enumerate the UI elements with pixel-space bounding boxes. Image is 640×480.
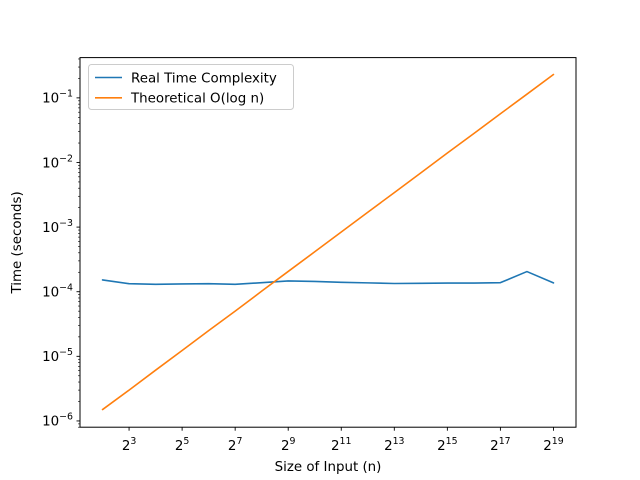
y-axis-major-ticks: 10−1 10−2 10−3 10−4 10−5 10−6 [42,89,80,430]
x-axis-major-ticks: 23 25 27 29 211 213 215 217 219 [122,427,564,454]
series-line-real-time [101,270,555,286]
y-tick-label: 10−3 [42,218,73,236]
x-tick-label: 213 [384,436,404,454]
y-tick-label: 10−5 [42,347,73,365]
x-tick-label: 219 [543,436,563,454]
x-tick-label: 27 [228,436,243,454]
x-tick-label: 25 [175,436,190,454]
series-lines [101,73,555,411]
x-tick-label: 215 [437,436,457,454]
x-tick-label: 211 [331,436,351,454]
legend-label-real: Real Time Complexity [131,71,277,86]
x-tick-label: 217 [490,436,510,454]
x-tick-label: 23 [122,436,137,454]
y-tick-label: 10−2 [42,153,73,171]
legend: Real Time Complexity Theoretical O(log n… [88,64,294,110]
y-tick-label: 10−4 [42,283,73,301]
x-axis-label: Size of Input (n) [275,460,382,475]
y-tick-label: 10−6 [42,412,73,430]
y-axis-label: Time (seconds) [10,191,25,294]
legend-frame [88,64,294,110]
x-tick-label: 29 [281,436,296,454]
y-axis-minor-ticks [78,58,80,428]
series-line-theoretical [101,73,555,411]
y-tick-label: 10−1 [42,89,73,107]
legend-label-theoretical: Theoretical O(log n) [130,92,264,107]
